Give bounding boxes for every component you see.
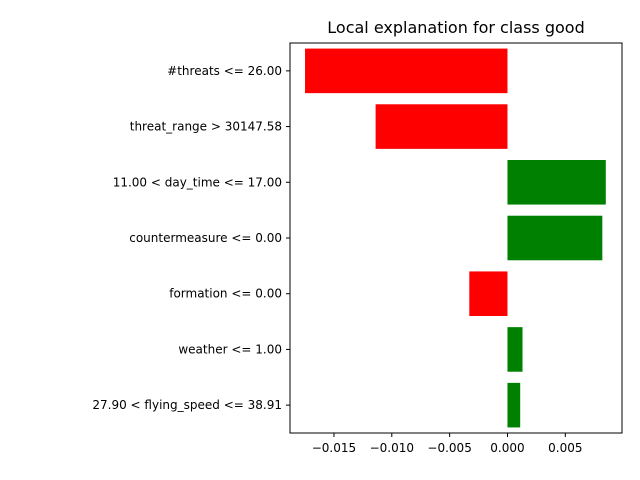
y-tick-label-0: #threats <= 26.00 <box>167 64 282 78</box>
bar-3 <box>507 215 603 261</box>
y-tick-label-6: 27.90 < flying_speed <= 38.91 <box>92 398 282 412</box>
bars-layer <box>305 48 606 428</box>
bar-6 <box>507 382 521 428</box>
plot-frame <box>289 42 623 434</box>
x-axis-ticks: −0.015 −0.010 −0.005 0.000 0.005 <box>312 433 582 455</box>
y-tick-label-5: weather <= 1.00 <box>178 342 282 356</box>
x-tick-label-0: −0.015 <box>312 441 356 455</box>
bar-2 <box>507 160 606 205</box>
y-tick-label-3: countermeasure <= 0.00 <box>129 231 282 245</box>
bar-0 <box>305 48 508 94</box>
x-tick-label-3: 0.000 <box>490 441 524 455</box>
y-tick-label-2: 11.00 < day_time <= 17.00 <box>113 175 282 189</box>
y-axis-ticks: #threats <= 26.00 threat_range > 30147.58… <box>92 64 290 412</box>
bar-1 <box>375 104 508 149</box>
chart-title: Local explanation for class good <box>327 18 584 37</box>
x-tick-label-2: −0.005 <box>427 441 471 455</box>
x-tick-label-4: 0.005 <box>548 441 582 455</box>
bar-5 <box>507 327 523 372</box>
y-tick-label-4: formation <= 0.00 <box>169 287 282 301</box>
x-tick-label-1: −0.010 <box>370 441 414 455</box>
bar-4 <box>469 271 508 316</box>
y-tick-label-1: threat_range > 30147.58 <box>130 120 282 134</box>
